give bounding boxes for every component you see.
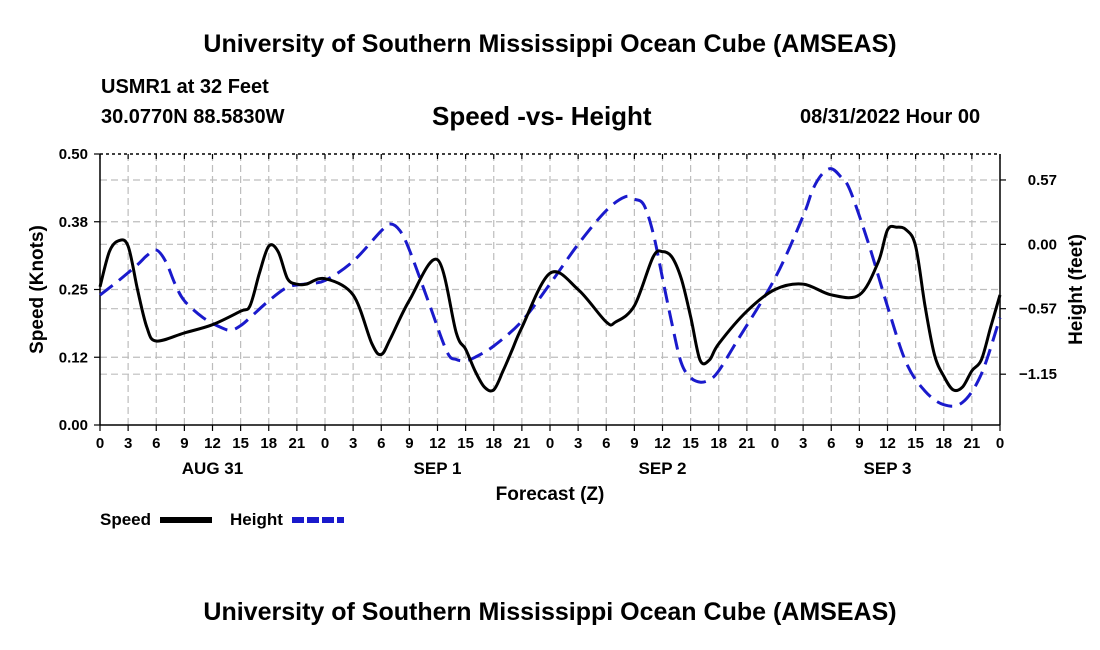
x-tick-label: 12 [654,435,671,452]
x-tick-label: 21 [964,435,981,452]
legend-label-height: Height [230,510,283,529]
x-tick-label: 0 [771,435,779,452]
x-tick-label: 6 [827,435,835,452]
series-layer [98,167,1002,408]
x-tick-label: 21 [739,435,756,452]
forecast-datetime: 08/31/2022 Hour 00 [800,106,981,128]
x-tick-label: 15 [682,435,699,452]
speed-series-line [98,224,1002,393]
x-tick-label: 21 [289,435,306,452]
y-tick-label: 0.00 [59,417,88,434]
chart-title: University of Southern Mississippi Ocean… [203,30,897,58]
x-tick-label: 12 [429,435,446,452]
x-tick-label: 6 [152,435,160,452]
x-tick-label: 0 [996,435,1004,452]
x-tick-label: 12 [879,435,896,452]
x-tick-label: 18 [935,435,952,452]
x-tick-label: 0 [321,435,329,452]
x-tick-label: 3 [124,435,132,452]
coordinates-label: 30.0770N 88.5830W [101,106,285,128]
x-tick-label: 9 [405,435,413,452]
x-tick-label: 15 [457,435,474,452]
day-label: SEP 3 [864,459,912,478]
y-tick-label: 0.12 [59,349,88,366]
x-tick-label: 6 [377,435,385,452]
x-tick-label: 15 [232,435,249,452]
day-label: SEP 2 [639,459,687,478]
x-tick-label: 3 [349,435,357,452]
day-label: AUG 31 [182,459,243,478]
legend-label-speed: Speed [100,510,151,529]
day-label: SEP 1 [414,459,462,478]
x-axis-title: Forecast (Z) [496,484,605,505]
x-tick-label: 12 [204,435,221,452]
x-tick-label: 0 [546,435,554,452]
station-label: USMR1 at 32 Feet [101,76,269,98]
y2-tick-label: −0.57 [1019,301,1057,318]
y2-tick-label: −1.15 [1019,366,1057,383]
x-tick-label: 18 [260,435,277,452]
footer-title: University of Southern Mississippi Ocean… [203,598,897,626]
x-tick-label: 9 [855,435,863,452]
axis-labels: 0 3 6 9 12 15 18 21 0 3 6 9 12 15 18 21 0 3 6 9 12 15 18 21 0 3 6 9… [27,146,1087,505]
y2-tick-label: 0.00 [1028,236,1057,253]
y-tick-label: 0.25 [59,282,88,299]
x-tick-label: 0 [96,435,104,452]
y-tick-label: 0.38 [59,214,88,231]
y2-tick-label: 0.57 [1028,172,1057,189]
y-tick-label: 0.50 [59,146,88,163]
x-tick-label: 6 [602,435,610,452]
legend: Speed Height [100,510,344,529]
chart-subtitle: Speed -vs- Height [432,101,652,131]
x-tick-label: 18 [485,435,502,452]
x-tick-label: 21 [514,435,531,452]
y2-axis-title: Height (feet) [1066,234,1087,345]
x-tick-label: 3 [574,435,582,452]
x-tick-label: 9 [630,435,638,452]
y-axis-title: Speed (Knots) [27,225,48,354]
grid [100,154,1000,425]
x-tick-label: 18 [710,435,727,452]
axes [94,153,1006,431]
x-tick-label: 15 [907,435,924,452]
x-tick-label: 3 [799,435,807,452]
height-series-line [99,167,1002,408]
x-tick-label: 9 [180,435,188,452]
